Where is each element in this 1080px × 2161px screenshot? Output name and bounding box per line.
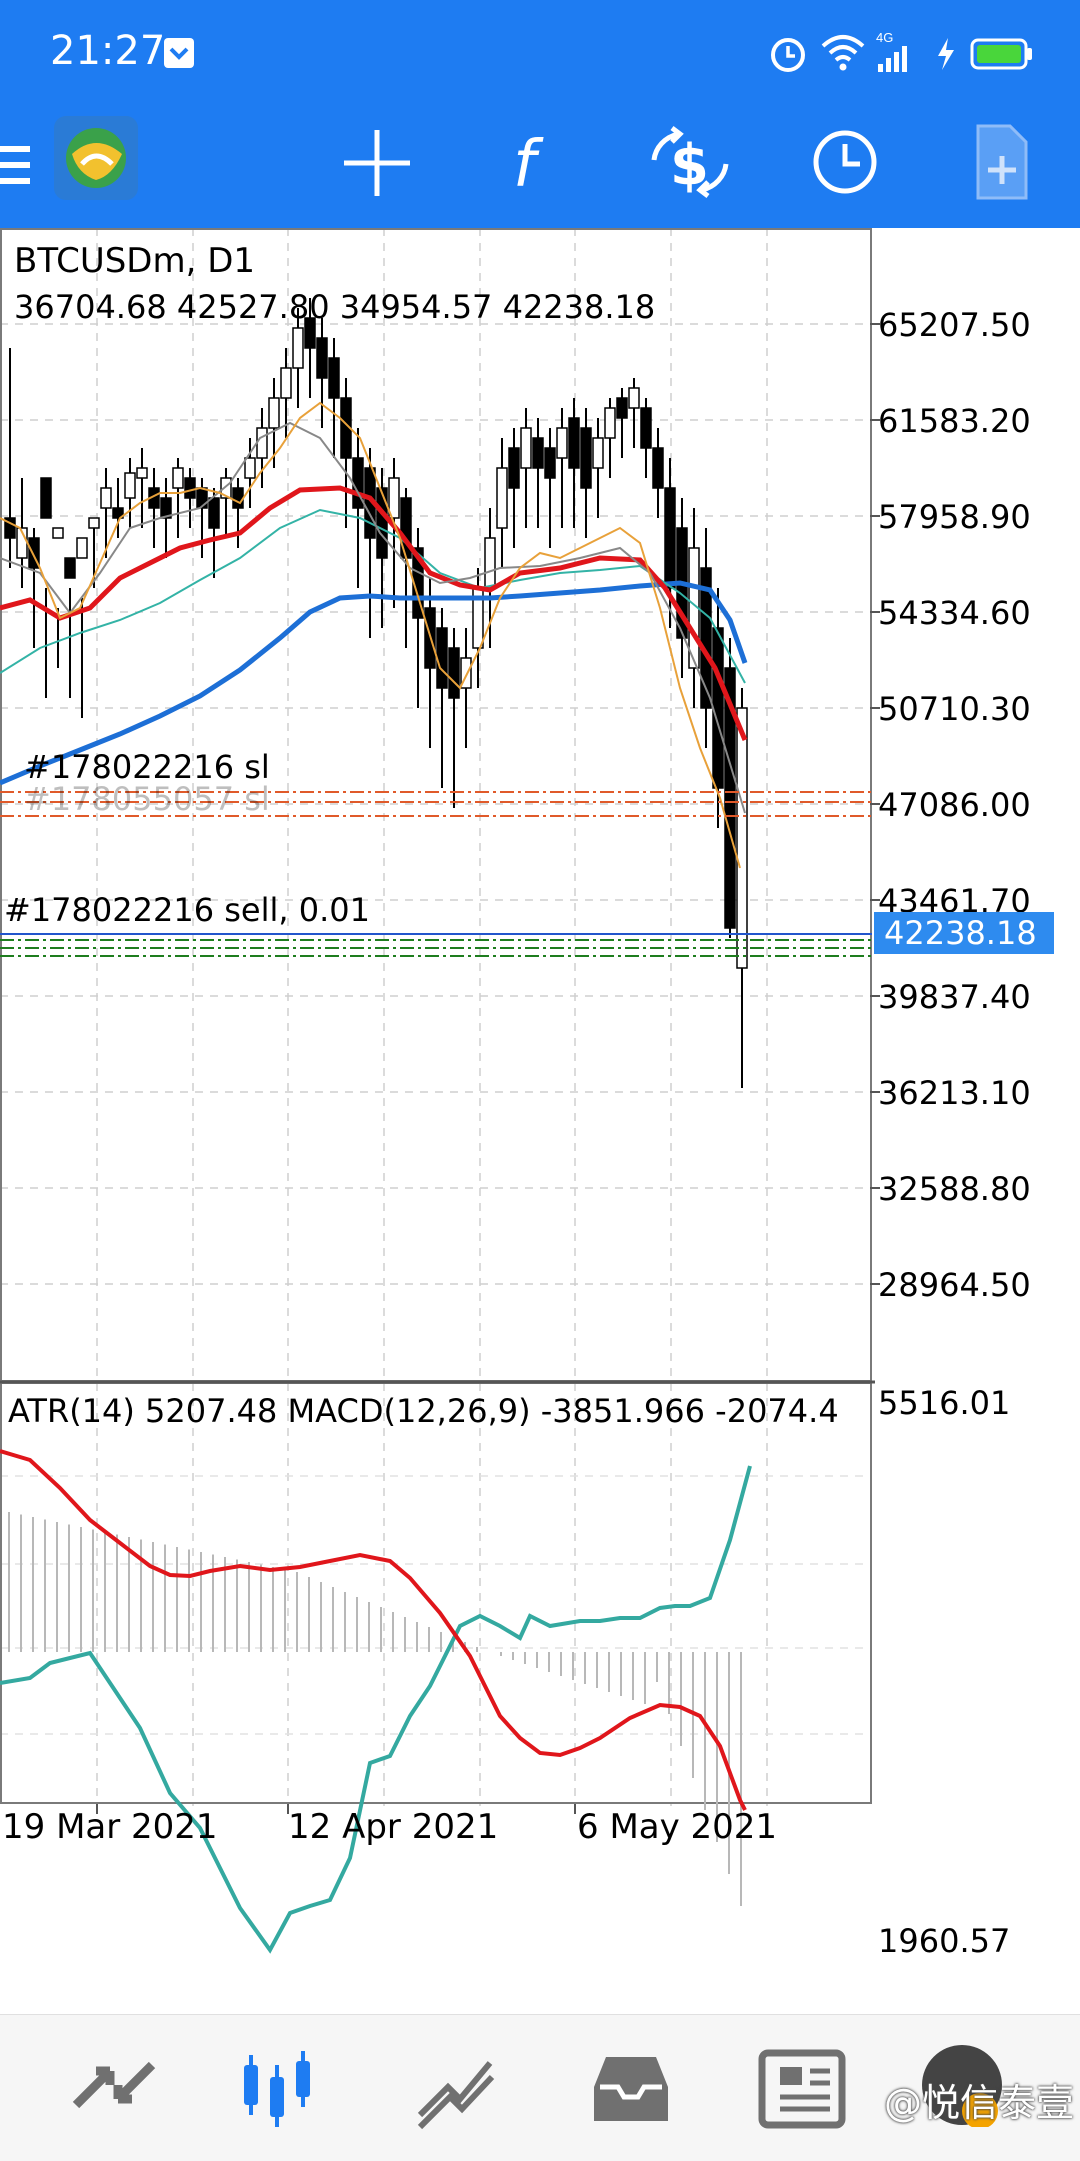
indicator-bottom-value: 1960.57 — [878, 1922, 1010, 1960]
bottom-navigation: @悦信泰壹 — [0, 2014, 1080, 2161]
ma-red-line — [0, 485, 748, 741]
battery-icon — [970, 38, 1032, 70]
sl-order-label[interactable]: #178022216 sl — [24, 748, 270, 786]
indicator-label: ATR(14) 5207.48 MACD(12,26,9) -3851.966 … — [8, 1392, 839, 1430]
history-icon[interactable] — [584, 2043, 680, 2133]
new-order-icon[interactable] — [972, 122, 1032, 202]
price-axis: 65207.50 61583.20 57958.90 54334.60 50710.30… — [870, 306, 1031, 1304]
macd-histogram — [8, 1512, 742, 1906]
menu-icon[interactable] — [0, 136, 32, 196]
price-tick-label: 47086.00 — [878, 786, 1031, 824]
history-clock-icon[interactable] — [810, 124, 880, 200]
svg-text:f: f — [513, 128, 544, 200]
price-tick-label: 28964.50 — [878, 1266, 1031, 1304]
news-icon[interactable] — [756, 2043, 852, 2133]
ma-teal-line — [0, 508, 746, 684]
time-axis: 19 Mar 2021 12 Apr 2021 6 May 2021 — [2, 1804, 777, 1847]
crosshair-icon[interactable] — [342, 128, 412, 198]
hidden-sl-label: #178055057 sl — [24, 780, 270, 818]
price-tick-label: 50710.30 — [878, 690, 1031, 728]
price-tick-label: 54334.60 — [878, 594, 1031, 632]
price-tick-label: 32588.80 — [878, 1170, 1031, 1208]
price-tick-label: 36213.10 — [878, 1074, 1031, 1112]
time-tick-label: 19 Mar 2021 — [2, 1807, 218, 1847]
chart-canvas[interactable]: BTCUSDm, D1 36704.68 42527.80 34954.57 4… — [0, 228, 1080, 2010]
current-price-box — [874, 912, 1054, 954]
trade-nav-icon[interactable] — [408, 2043, 504, 2133]
status-bar: 21:27 4G — [0, 0, 1080, 110]
price-tick-label: 39837.40 — [878, 978, 1031, 1016]
price-tick-label: 65207.50 — [878, 306, 1031, 344]
candlesticks — [4, 298, 748, 1088]
quotes-icon[interactable] — [66, 2043, 162, 2133]
trade-icon[interactable]: $ — [648, 124, 732, 200]
time-tick-label: 12 Apr 2021 — [288, 1807, 498, 1847]
chart-toolbar: f $ — [0, 110, 1080, 228]
signal-line — [0, 1449, 747, 1811]
time-tick-label: 6 May 2021 — [577, 1807, 777, 1847]
signal-icon — [878, 46, 907, 72]
symbol-label: BTCUSDm, D1 — [14, 241, 255, 281]
watermark: @悦信泰壹 — [883, 2081, 1074, 2125]
charging-icon — [938, 38, 954, 70]
ma-gray-line — [0, 421, 746, 814]
chart-icon[interactable] — [236, 2043, 332, 2133]
atr-line — [0, 1465, 752, 1954]
wifi-icon — [821, 35, 865, 71]
ohlc-label: 36704.68 42527.80 34954.57 42238.18 — [14, 288, 655, 326]
price-tick-label: 57958.90 — [878, 498, 1031, 536]
price-tick-label: 61583.20 — [878, 402, 1031, 440]
status-time: 21:27 — [50, 28, 166, 74]
indicator-top-value: 5516.01 — [878, 1384, 1010, 1422]
price-chart[interactable]: BTCUSDm, D1 36704.68 42527.80 34954.57 4… — [0, 228, 1080, 2010]
sell-order-label[interactable]: #178022216 sell, 0.01 — [4, 891, 370, 929]
ma-fast-line — [0, 401, 741, 869]
avatar-icon[interactable] — [918, 2037, 1014, 2127]
notification-icon — [164, 38, 194, 68]
current-price-label: 42238.18 — [884, 914, 1037, 952]
alarm-icon — [771, 38, 805, 72]
indicators-icon[interactable]: f — [505, 124, 565, 200]
metatrader-logo — [54, 116, 138, 200]
network-type-label: 4G — [876, 30, 894, 45]
